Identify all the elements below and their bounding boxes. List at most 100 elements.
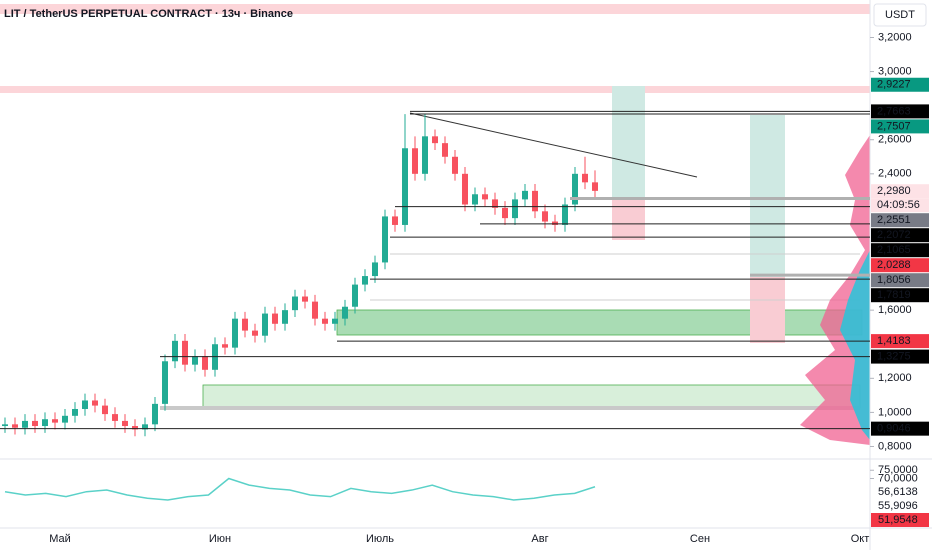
price-badge [871, 77, 929, 92]
resistance-band [0, 4, 870, 14]
candle-body [492, 199, 498, 208]
candle-body [242, 318, 248, 331]
candle-body [572, 173, 578, 205]
candle-body [352, 284, 358, 307]
candle-body [482, 194, 488, 200]
osc-badge [871, 499, 929, 513]
y-tick-label: 3,0000 [878, 65, 912, 77]
candle-body [152, 403, 158, 425]
candle-body [262, 313, 268, 336]
candle-body [292, 296, 298, 311]
candle-body [462, 173, 468, 205]
candle-body [42, 419, 48, 427]
price-badge-label: 2,7663 [877, 105, 911, 117]
candle-body [12, 424, 18, 428]
price-badge [871, 184, 929, 199]
candle-body [322, 318, 328, 324]
candle-body [432, 136, 438, 144]
price-badge-label: 0,9046 [877, 423, 911, 435]
price-badge-label: 2,2072 [877, 229, 911, 241]
candle-body [562, 204, 568, 225]
x-tick-label: Май [49, 533, 71, 545]
candle-body [232, 318, 238, 348]
candle-body [62, 415, 68, 423]
trend-line [409, 112, 698, 178]
x-tick-label: Июн [209, 533, 231, 545]
candle-body [342, 306, 348, 319]
candle-body [202, 356, 208, 370]
position-target [750, 115, 785, 277]
candle-body [472, 194, 478, 205]
candle-body [222, 344, 228, 348]
price-badge-label: 2,7507 [877, 120, 911, 132]
candle-body [452, 156, 458, 174]
y-tick-label: 0,8000 [878, 440, 912, 452]
candle-body [172, 340, 178, 362]
candle-body [532, 190, 538, 212]
candle-body [102, 405, 108, 415]
osc-line [4, 477, 596, 501]
candle-body [252, 330, 258, 336]
candle-body [182, 340, 188, 365]
countdown-bg [871, 198, 929, 213]
candle-body [32, 420, 38, 427]
chart-title: LIT / TetherUS PERPETUAL CONTRACT · 13ч … [4, 8, 293, 20]
candle-body [282, 310, 288, 324]
candle-body [592, 182, 598, 191]
currency-label[interactable]: USDT [885, 9, 915, 21]
price-badge [871, 288, 929, 303]
candle-body [402, 148, 408, 225]
volume-profile [840, 250, 870, 440]
candle-body [162, 361, 168, 404]
countdown: 04:09:56 [877, 199, 920, 211]
y-tick-label: 3,2000 [878, 31, 912, 43]
candle-body [582, 173, 588, 183]
price-badge [871, 349, 929, 364]
price-badge [871, 104, 929, 119]
position-target [612, 86, 645, 200]
price-badge-label: 1,8056 [877, 274, 911, 286]
osc-badge-label: 51,9548 [878, 514, 918, 526]
y-tick-label: 1,2000 [878, 372, 912, 384]
candle-body [72, 408, 78, 416]
candle-body [82, 400, 88, 409]
osc-badge-label: 55,9096 [878, 500, 918, 512]
currency-button[interactable] [873, 3, 927, 27]
y-tick-label: 1,6000 [878, 304, 912, 316]
candle-body [412, 148, 418, 174]
candle-body [142, 424, 148, 430]
x-tick-label: Авг [531, 533, 548, 545]
y-tick-label: 2,6000 [878, 134, 912, 146]
volume-profile [800, 135, 870, 445]
candle-body [442, 143, 448, 157]
candle-body [542, 211, 548, 222]
demand-zone [202, 384, 861, 409]
y-tick-label: 2,4000 [878, 168, 912, 180]
candle-body [552, 221, 558, 225]
osc-tick-label: 70,0000 [878, 472, 918, 484]
position-stop [750, 277, 785, 343]
candle-body [302, 296, 308, 302]
price-badge-label: 1,3275 [877, 350, 911, 362]
price-badge [871, 258, 929, 273]
candle-body [132, 426, 138, 430]
price-badge [871, 119, 929, 134]
price-badge-label: 2,1065 [877, 244, 911, 256]
candle-body [382, 216, 388, 263]
y-tick-label: 1,0000 [878, 406, 912, 418]
candle-body [192, 356, 198, 365]
candle-body [92, 400, 98, 406]
candle-body [22, 420, 28, 428]
candle-body [52, 419, 58, 423]
resistance-band [0, 86, 870, 93]
osc-badge [871, 513, 929, 527]
candle-body [2, 424, 8, 427]
level-band [160, 406, 860, 410]
x-tick-label: Июль [366, 533, 394, 545]
price-badge-label: 2,2551 [877, 214, 911, 226]
candle-body [392, 216, 398, 225]
price-badge [871, 228, 929, 243]
candle-body [502, 207, 508, 219]
price-badge [871, 421, 929, 436]
candle-body [422, 136, 428, 174]
